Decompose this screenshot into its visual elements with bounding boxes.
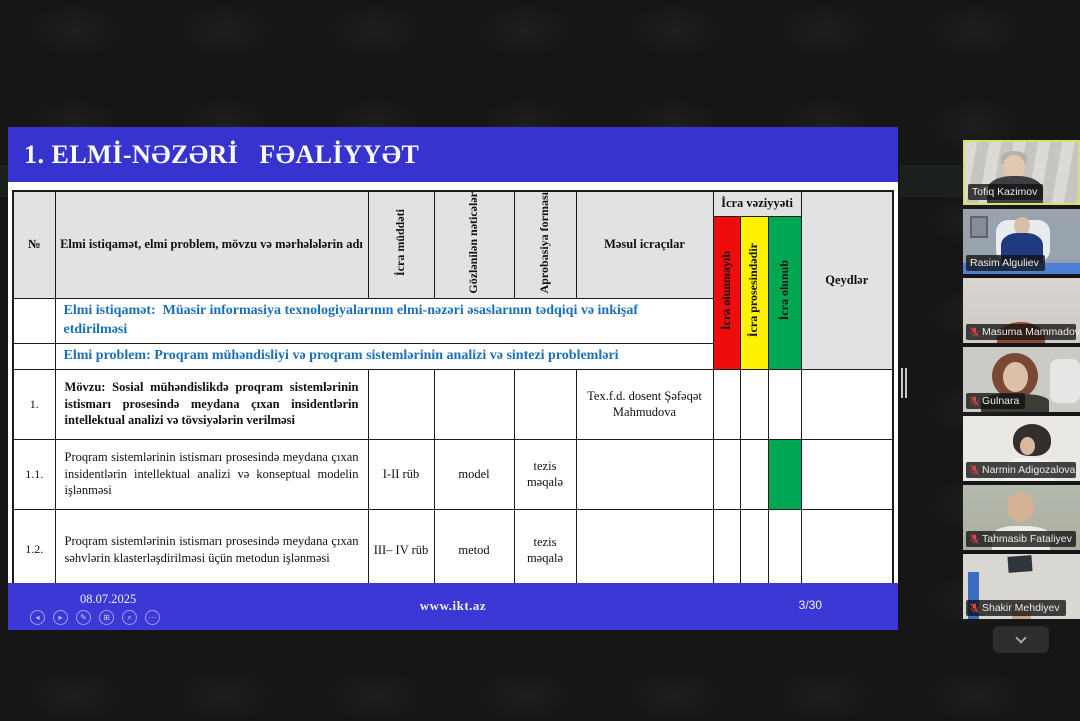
row-topic: Proqram sistemlərinin istismarı prosesin… (54, 508, 369, 592)
col-header-duration: İcra müddəti (367, 190, 435, 299)
col-header-notes: Qeydlər (800, 190, 894, 370)
col-header-expected-results: Gözlənilən nəticələr (433, 190, 515, 299)
row-num: 1.2. (12, 508, 56, 592)
slide-footer: 08.07.2025 www.ikt.az 3/30 ◂ ▸ ✎ ⊞ ⌕ ⋯ (8, 583, 898, 630)
row-status-green (767, 508, 802, 592)
more-options-icon[interactable]: ⋯ (145, 610, 160, 625)
participant-name-label: Tofiq Kazimov (968, 184, 1044, 200)
video-placeholder (970, 216, 988, 238)
participant-tile[interactable]: Masuma Mammadova (963, 278, 1080, 343)
row-executors (575, 438, 714, 510)
zoom-slide-icon[interactable]: ⌕ (122, 610, 137, 625)
participant-name-label: Gulnara (966, 393, 1026, 409)
mic-off-icon (970, 603, 979, 613)
row-approbation: tezis məqalə (513, 438, 577, 510)
row-expected: metod (433, 508, 515, 592)
row-duration: I-II rüb (367, 438, 435, 510)
video-placeholder (1007, 555, 1033, 573)
mic-off-icon (970, 327, 979, 337)
participant-tile[interactable]: Tahmasib Fataliyev (963, 485, 1080, 550)
slide-content: № Elmi istiqamət, elmi problem, mövzu və… (8, 182, 898, 593)
row-status-yellow (739, 508, 769, 592)
video-placeholder (1050, 359, 1080, 403)
row-status-green-executed (767, 438, 802, 510)
participant-name-label: Masuma Mammadova (966, 324, 1080, 340)
row-expected (433, 368, 515, 440)
slide-title-bar: 1. ELMİ-NƏZƏRİ FƏALİYYƏT (8, 127, 898, 182)
participant-tile[interactable]: Tofiq Kazimov (963, 140, 1080, 205)
row-notes (800, 438, 894, 510)
row-status-red (712, 438, 741, 510)
participant-name-label: Tahmasib Fataliyev (966, 531, 1076, 547)
table-row: 1. Mövzu: Sosial mühəndislikdə proqram s… (12, 368, 894, 440)
presentation-controls: ◂ ▸ ✎ ⊞ ⌕ ⋯ (30, 610, 160, 625)
row-num: 1. (12, 368, 56, 440)
problem-row: Elmi problem: Proqram mühəndisliyi və pr… (54, 342, 714, 370)
direction-row: Elmi istiqamət: Müasir informasiya texno… (54, 297, 714, 344)
row-topic: Proqram sistemlərinin istismarı prosesin… (54, 438, 369, 510)
direction-row-num (12, 297, 56, 344)
row-status-red (712, 508, 741, 592)
row-notes (800, 508, 894, 592)
status-legend-in-progress: İcra prosesindədir (739, 215, 769, 370)
participant-tile[interactable]: Gulnara (963, 347, 1080, 412)
row-expected: model (433, 438, 515, 510)
col-header-approbation: Aprobasiya forması (513, 190, 577, 299)
table-row: 1.2. Proqram sistemlərinin istismarı pro… (12, 508, 894, 592)
row-status-red (712, 368, 741, 440)
col-header-executors: Məsul icraçılar (575, 190, 714, 299)
slide-website: www.ikt.az (419, 598, 487, 613)
participant-tile[interactable]: Rasim Alguliev (963, 209, 1080, 274)
participant-name-label: Shakir Mehdiyev (966, 600, 1066, 616)
pen-tool-icon[interactable]: ✎ (76, 610, 91, 625)
participant-name-label: Narmin Adigozalova (966, 462, 1076, 478)
row-approbation: tezis məqalə (513, 508, 577, 592)
row-executors: Tex.f.d. dosent Şəfəqət Mahmudova (575, 368, 714, 440)
participant-tile[interactable]: Narmin Adigozalova (963, 416, 1080, 481)
row-topic: Mövzu: Sosial mühəndislikdə proqram sist… (54, 368, 369, 440)
row-duration: III– IV rüb (367, 508, 435, 592)
col-header-num: № (12, 190, 56, 299)
participant-tile[interactable]: Shakir Mehdiyev (963, 554, 1080, 619)
shared-screen-slide: 1. ELMİ-NƏZƏRİ FƏALİYYƏT № Elmi istiqamə… (8, 127, 898, 630)
col-header-status: İcra vəziyyəti (712, 190, 802, 217)
row-status-yellow (739, 438, 769, 510)
row-notes (800, 368, 894, 440)
activity-plan-table: № Elmi istiqamət, elmi problem, mövzu və… (12, 190, 894, 593)
see-all-slides-icon[interactable]: ⊞ (99, 610, 114, 625)
row-duration (367, 368, 435, 440)
problem-row-num (12, 342, 56, 370)
mic-off-icon (970, 465, 979, 475)
chevron-down-icon (1015, 631, 1027, 644)
table-row: 1.1. Proqram sistemlərinin istismarı pro… (12, 438, 894, 510)
status-legend-not-executed: İcra olunmayıb (712, 215, 741, 370)
previous-slide-button[interactable]: ◂ (30, 610, 45, 625)
row-approbation (513, 368, 577, 440)
col-header-topic: Elmi istiqamət, elmi problem, mövzu və m… (54, 190, 369, 299)
row-executors (575, 508, 714, 592)
mic-off-icon (970, 534, 979, 544)
row-status-yellow (739, 368, 769, 440)
participant-name-label: Rasim Alguliev (966, 255, 1045, 271)
slide-page-number: 3/30 (798, 598, 822, 612)
row-status-green (767, 368, 802, 440)
status-legend-executed: İcra olunub (767, 215, 802, 370)
slide-title: 1. ELMİ-NƏZƏRİ FƏALİYYƏT (24, 139, 420, 169)
collapse-thumbnails-button[interactable] (993, 626, 1049, 653)
video-placeholder (1007, 492, 1034, 522)
mic-off-icon (970, 396, 979, 406)
panel-resize-handle[interactable] (901, 368, 907, 398)
slide-date: 08.07.2025 (80, 592, 137, 606)
row-num: 1.1. (12, 438, 56, 510)
next-slide-button[interactable]: ▸ (53, 610, 68, 625)
